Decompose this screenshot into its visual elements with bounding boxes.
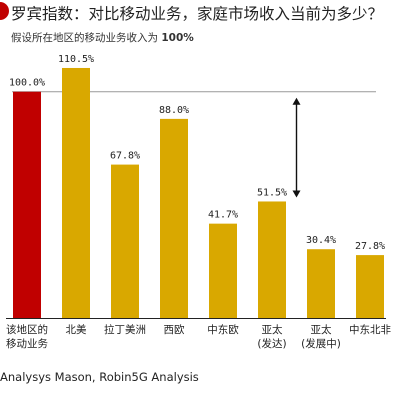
category-label-1: 北美 [66, 323, 87, 336]
category-label-6: 亚太(发展中) [301, 323, 341, 350]
bar-3 [160, 118, 188, 319]
bar-7 [356, 255, 384, 318]
value-label-3: 88.0% [159, 105, 189, 116]
bar-5 [258, 201, 286, 318]
value-label-6: 30.4% [306, 235, 336, 246]
value-label-7: 27.8% [355, 241, 385, 252]
category-label-0: 该地区的移动业务 [6, 323, 48, 350]
bar-6 [307, 249, 335, 318]
source-note: Analysys Mason, Robin5G Analysis [0, 370, 199, 384]
value-label-1: 110.5% [58, 54, 94, 65]
value-label-4: 41.7% [208, 210, 238, 221]
value-label-5: 51.5% [257, 187, 287, 198]
bar-1 [62, 67, 90, 318]
category-label-2: 拉丁美洲 [104, 323, 146, 336]
category-label-4: 中东欧 [207, 323, 239, 336]
title-marker-dot [0, 2, 9, 20]
bar-4 [209, 223, 237, 318]
category-label-7: 中东北非 [349, 323, 391, 336]
gap-arrow-head-top [292, 97, 301, 105]
value-label-2: 67.8% [110, 151, 140, 162]
chart-subtitle: 假设所在地区的移动业务收入为 100% [11, 30, 194, 45]
gap-arrow-head-bottom [292, 190, 301, 198]
bar-0 [13, 91, 41, 318]
category-label-3: 西欧 [164, 324, 185, 336]
category-label-5: 亚太(发达) [257, 323, 286, 350]
bar-2 [111, 164, 139, 318]
value-label-0: 100.0% [9, 78, 45, 89]
chart-title: 罗宾指数：对比移动业务，家庭市场收入当前为多少？ [11, 5, 384, 23]
subtitle-value: 100% [161, 32, 194, 44]
subtitle-text: 假设所在地区的移动业务收入为 [11, 32, 162, 44]
